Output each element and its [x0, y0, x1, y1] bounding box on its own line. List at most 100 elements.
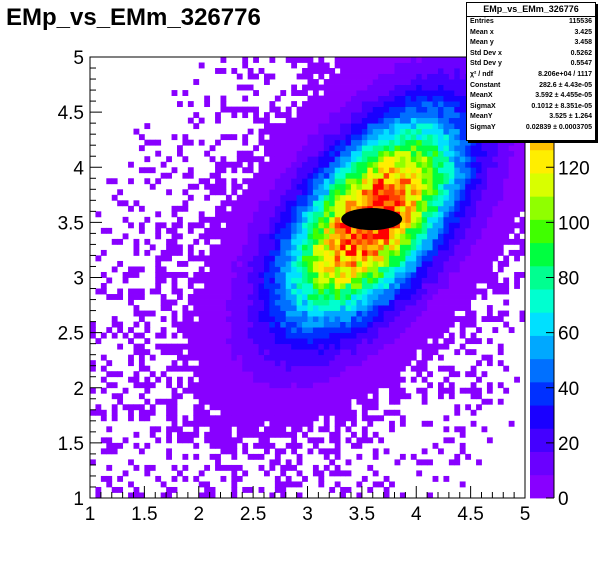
heatmap-cell	[302, 112, 308, 119]
stats-label: Constant	[470, 81, 501, 89]
heatmap-cell	[307, 233, 314, 240]
heatmap-cell	[476, 360, 482, 367]
heatmap-cell	[231, 409, 238, 416]
heatmap-cell	[215, 404, 221, 411]
heatmap-cell	[291, 288, 298, 295]
heatmap-cell	[318, 327, 325, 334]
heatmap-cell	[323, 101, 330, 108]
heatmap-cell	[438, 167, 444, 174]
heatmap-cell	[302, 393, 308, 400]
heatmap-cell	[171, 227, 178, 234]
heatmap-cell	[427, 200, 433, 207]
heatmap-cell	[329, 134, 336, 141]
heatmap-cell	[106, 277, 113, 284]
heatmap-cell	[274, 227, 281, 234]
heatmap-cell	[171, 398, 178, 405]
heatmap-cell	[334, 156, 341, 163]
heatmap-cell	[128, 338, 134, 345]
heatmap-cell	[427, 106, 433, 113]
heatmap-cell	[307, 437, 314, 444]
heatmap-cell	[264, 183, 270, 190]
heatmap-cell	[334, 415, 341, 422]
heatmap-cell	[90, 321, 96, 328]
heatmap-cell	[361, 349, 368, 356]
heatmap-cell	[416, 310, 423, 317]
heatmap-cell	[443, 117, 450, 124]
heatmap-cell	[383, 475, 390, 482]
heatmap-cell	[432, 145, 439, 152]
heatmap-cell	[378, 371, 385, 378]
heatmap-cell	[204, 343, 211, 350]
heatmap-cell	[177, 101, 183, 108]
heatmap-cell	[448, 316, 455, 322]
heatmap-cell	[356, 73, 363, 80]
heatmap-cell	[220, 216, 227, 223]
heatmap-cell	[372, 128, 379, 135]
heatmap-cell	[351, 128, 357, 135]
heatmap-cell	[486, 156, 493, 163]
heatmap-cell	[220, 310, 227, 317]
heatmap-cell	[236, 222, 243, 229]
heatmap-cell	[323, 139, 330, 146]
heatmap-cell	[264, 321, 270, 328]
heatmap-cell	[383, 112, 390, 119]
heatmap-cell	[519, 178, 526, 185]
heatmap-cell	[416, 470, 423, 477]
heatmap-cell	[171, 310, 178, 317]
heatmap-cell	[247, 486, 254, 493]
heatmap-cell	[443, 222, 450, 229]
heatmap-cell	[470, 244, 477, 251]
y-tick-label: 1.5	[58, 434, 84, 455]
heatmap-cell	[242, 332, 249, 339]
heatmap-cell	[307, 266, 314, 273]
heatmap-cell	[383, 354, 390, 361]
heatmap-cell	[416, 106, 423, 113]
color-scale-band	[530, 219, 554, 244]
heatmap-cell	[269, 371, 276, 378]
heatmap-cell	[231, 189, 238, 196]
heatmap-cell	[476, 150, 482, 157]
heatmap-cell	[334, 145, 341, 152]
heatmap-cell	[367, 73, 374, 80]
heatmap-cell	[323, 360, 330, 367]
heatmap-cell	[204, 354, 211, 361]
heatmap-cell	[416, 255, 423, 262]
heatmap-cell	[280, 227, 287, 234]
heatmap-cell	[470, 420, 477, 427]
heatmap-cell	[367, 294, 374, 300]
heatmap-cell	[285, 382, 292, 389]
heatmap-cell	[247, 128, 254, 135]
heatmap-cell	[285, 283, 292, 289]
heatmap-cell	[242, 189, 249, 196]
heatmap-cell	[389, 382, 395, 389]
heatmap-cell	[378, 101, 385, 108]
heatmap-cell	[399, 117, 406, 124]
heatmap-cell	[481, 277, 488, 284]
heatmap-cell	[285, 294, 292, 300]
heatmap-cell	[334, 205, 341, 212]
heatmap-cell	[231, 393, 238, 400]
heatmap-cell	[274, 327, 281, 334]
heatmap-cell	[334, 123, 341, 130]
heatmap-cell	[389, 145, 395, 152]
heatmap-cell	[225, 211, 232, 218]
heatmap-cell	[459, 106, 466, 113]
heatmap-cell	[133, 128, 140, 135]
heatmap-cell	[465, 249, 472, 256]
heatmap-cell	[421, 101, 428, 108]
heatmap-cell	[372, 321, 379, 328]
heatmap-cell	[454, 101, 461, 108]
heatmap-cell	[394, 139, 401, 146]
heatmap-cell	[416, 211, 423, 218]
heatmap-cell	[454, 68, 461, 74]
heatmap-cell	[497, 238, 504, 245]
heatmap-cell	[361, 305, 368, 311]
heatmap-cell	[242, 200, 249, 207]
heatmap-cell	[274, 310, 281, 317]
heatmap-cell	[280, 382, 287, 389]
heatmap-cell	[177, 365, 183, 372]
heatmap-cell	[389, 338, 395, 345]
heatmap-cell	[334, 150, 341, 157]
heatmap-cell	[378, 79, 385, 85]
heatmap-cell	[410, 139, 417, 146]
